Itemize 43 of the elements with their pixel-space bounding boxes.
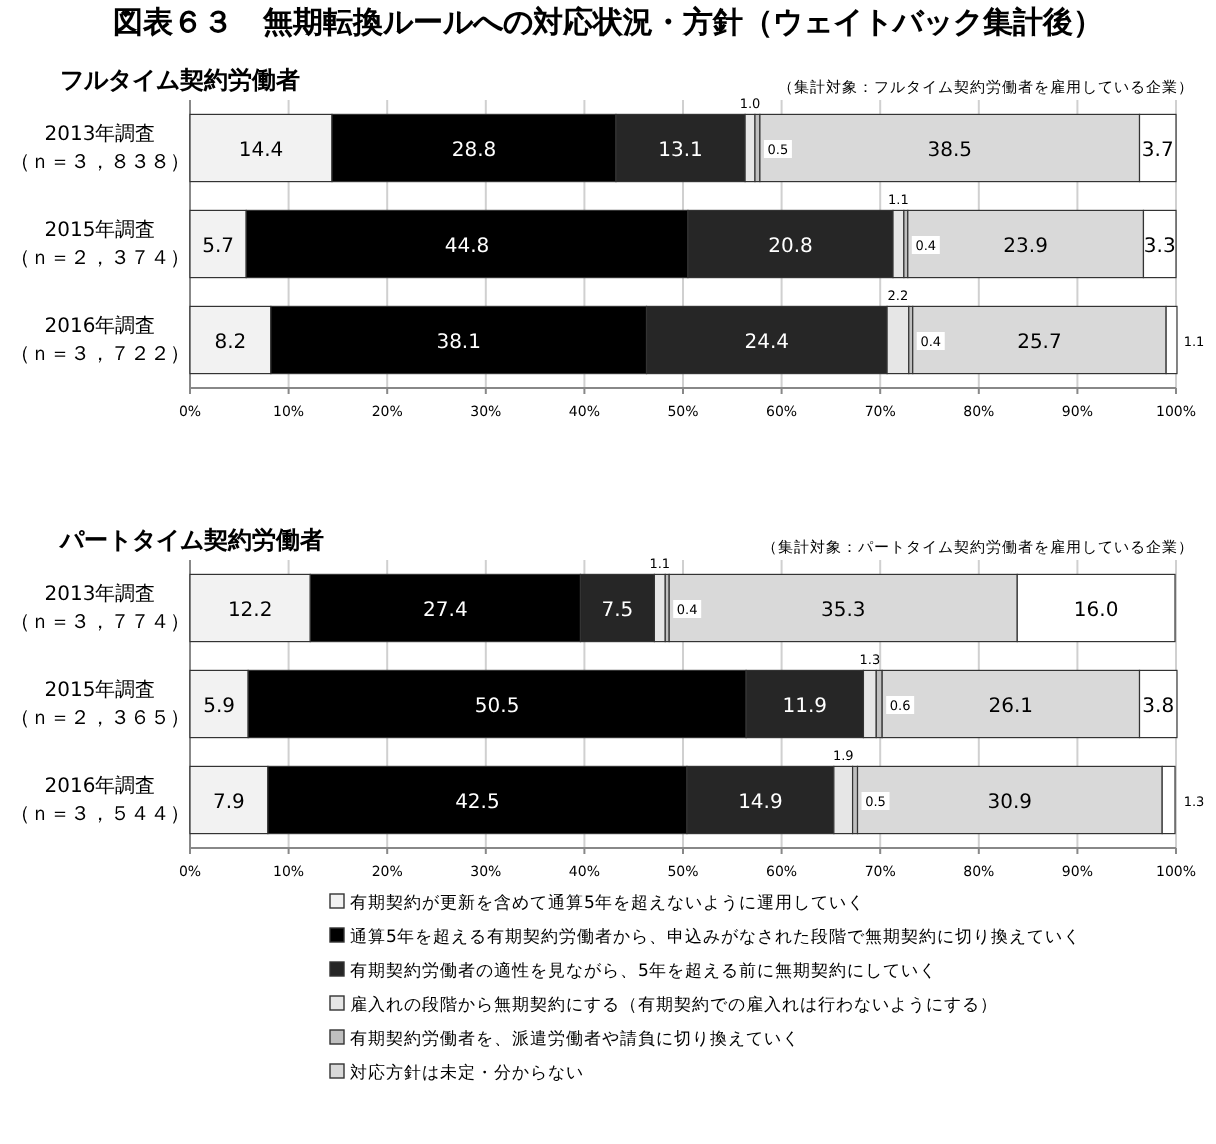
data-label: 14.9 xyxy=(738,792,783,814)
legend-label: 有期契約労働者を、派遣労働者や請負に切り換えていく xyxy=(350,1028,800,1050)
text: 図表６３ 無期転換ルールへの対応状況・方針（ウェイトバック集計後） xyxy=(113,4,1103,40)
data-label: 7.9 xyxy=(213,792,245,814)
y-tick-label: 2015年調査（ｎ＝２，３７４） xyxy=(10,218,190,270)
y-tick-label: 2015年調査（ｎ＝２，３６５） xyxy=(10,678,190,730)
data-label: 25.7 xyxy=(1017,332,1062,354)
legend-label: 対応方針は未定・分からない xyxy=(350,1062,584,1084)
data-label: 3.8 xyxy=(1142,696,1175,718)
legend-label: 有期契約が更新を含めて通算5年を超えないように運用していく xyxy=(350,892,865,914)
legend-label: 有期契約労働者の適性を見ながら、5年を超える前に無期契約にしていく xyxy=(350,960,937,982)
data-label: 3.7 xyxy=(1141,140,1174,162)
data-label: 12.2 xyxy=(227,600,273,622)
data-label: 44.8 xyxy=(444,236,490,258)
data-label: 3.3 xyxy=(1143,236,1176,258)
data-label: 30.9 xyxy=(987,792,1033,814)
data-label: 5.9 xyxy=(203,696,235,718)
data-label: 11.9 xyxy=(782,696,828,718)
y-tick-label: 2016年調査（ｎ＝３，７２２） xyxy=(10,314,190,366)
chart-title: パートタイム契約労働者 xyxy=(58,526,324,554)
data-label: 13.1 xyxy=(658,140,703,162)
data-label: 42.5 xyxy=(455,792,500,814)
legend-label: 通算5年を超える有期契約労働者から、申込みがなされた段階で無期契約に切り換えていく xyxy=(350,926,1081,948)
data-label: 23.9 xyxy=(1003,236,1048,258)
chart-title: フルタイム契約労働者 xyxy=(60,66,300,94)
data-label: 38.5 xyxy=(927,140,972,162)
data-label: 8.2 xyxy=(214,332,247,354)
data-label: 24.4 xyxy=(744,332,790,354)
data-label: 28.8 xyxy=(451,140,497,162)
data-label: 16.0 xyxy=(1073,600,1119,622)
y-tick-label: 2013年調査（ｎ＝３，８３８） xyxy=(10,122,190,174)
y-tick-label: 2016年調査（ｎ＝３，５４４） xyxy=(10,774,190,826)
data-label: 27.4 xyxy=(423,600,468,622)
data-label: 5.7 xyxy=(202,236,235,258)
data-label: 38.1 xyxy=(436,332,481,354)
y-tick-label: 2013年調査（ｎ＝３，７７４） xyxy=(10,582,190,634)
data-label: 14.4 xyxy=(238,140,284,162)
data-label: 7.5 xyxy=(601,600,634,622)
data-label: 26.1 xyxy=(988,696,1034,718)
legend-label: 雇入れの段階から無期契約にする（有期契約での雇入れは行わないようにする） xyxy=(350,994,998,1016)
data-label: 35.3 xyxy=(820,600,866,622)
data-label: 50.5 xyxy=(474,696,520,718)
data-label: 20.8 xyxy=(768,236,813,258)
